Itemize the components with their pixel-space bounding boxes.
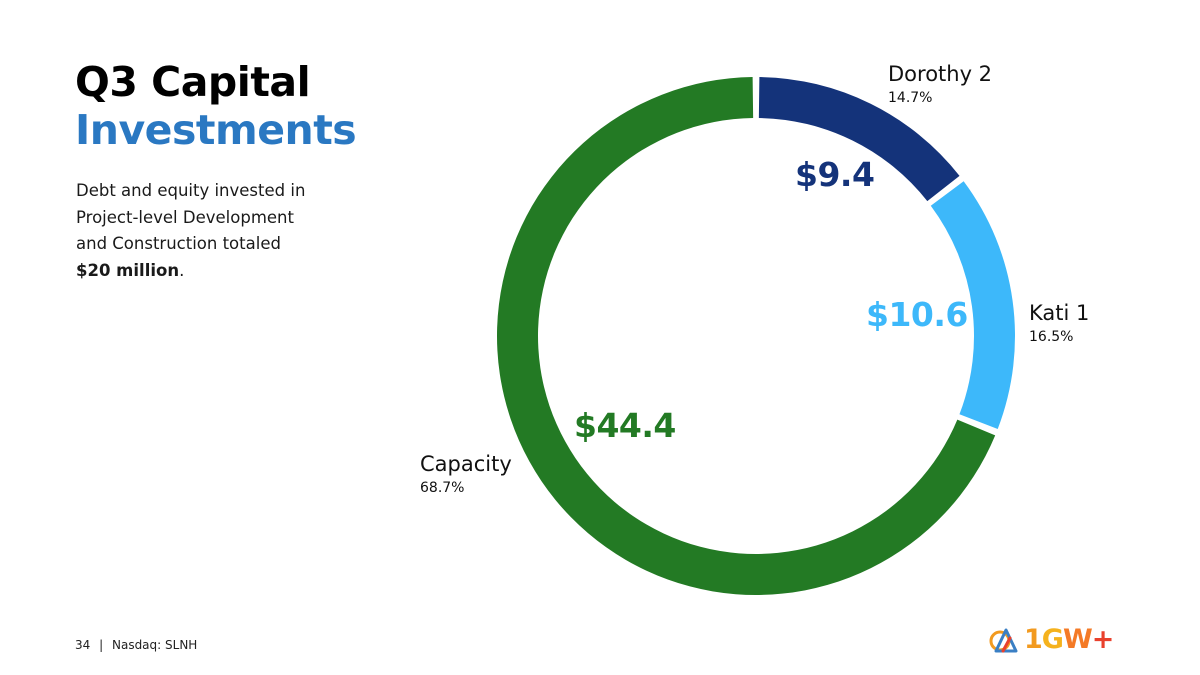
description-line-4: $20 million. bbox=[76, 258, 376, 285]
description-line-1: Debt and equity invested in bbox=[76, 181, 306, 200]
description-line-2: Project-level Development bbox=[76, 207, 294, 227]
segment-name: Capacity bbox=[420, 452, 512, 476]
logo-text-w: W bbox=[1062, 624, 1093, 655]
company-logo: 1GW+ bbox=[986, 622, 1136, 658]
donut-segment-dorothy-2 bbox=[758, 77, 960, 202]
logo-mark-slash bbox=[1001, 636, 1012, 653]
logo-text-1: 1 bbox=[1024, 624, 1043, 655]
title-line-2: Investments bbox=[75, 106, 357, 154]
description-period: . bbox=[179, 260, 185, 280]
segment-label-kati-1: Kati 1 16.5% bbox=[1029, 300, 1089, 348]
page-number: 34 bbox=[75, 638, 91, 652]
segment-percent: 68.7% bbox=[420, 480, 465, 496]
footer-separator: | bbox=[99, 638, 104, 652]
segment-percent: 14.7% bbox=[888, 90, 933, 106]
segment-value-dorothy-2: $9.4 bbox=[795, 155, 875, 194]
ticker: Nasdaq: SLNH bbox=[111, 638, 198, 652]
segment-label-dorothy-2: Dorothy 2 14.7% bbox=[888, 61, 992, 109]
page-title: Q3 Capital Investments bbox=[75, 58, 357, 154]
title-line-1: Q3 Capital bbox=[75, 58, 311, 106]
description-line-3: and Construction totaled bbox=[76, 234, 281, 253]
donut-segments bbox=[496, 77, 1015, 595]
segment-value-capacity: $44.4 bbox=[574, 406, 676, 445]
footer: 34 | Nasdaq: SLNH bbox=[75, 638, 197, 652]
segment-name: Kati 1 bbox=[1029, 301, 1090, 325]
logo-text-plus: + bbox=[1091, 624, 1115, 655]
logo-text-g: G bbox=[1041, 624, 1064, 655]
logo-mark-triangle bbox=[994, 628, 1018, 653]
segment-name: Dorothy 2 bbox=[888, 62, 993, 86]
donut-segment-kati-1 bbox=[930, 181, 1015, 430]
logo-mark-icon bbox=[989, 628, 1018, 653]
description: Debt and equity invested in Project-leve… bbox=[76, 178, 376, 284]
description-total: $20 million bbox=[76, 260, 180, 280]
logo-text: 1GW+ bbox=[1024, 622, 1115, 658]
segment-value-kati-1: $10.6 bbox=[866, 295, 968, 334]
segment-label-capacity: Capacity 68.7% bbox=[420, 451, 512, 499]
segment-percent: 16.5% bbox=[1029, 329, 1074, 345]
